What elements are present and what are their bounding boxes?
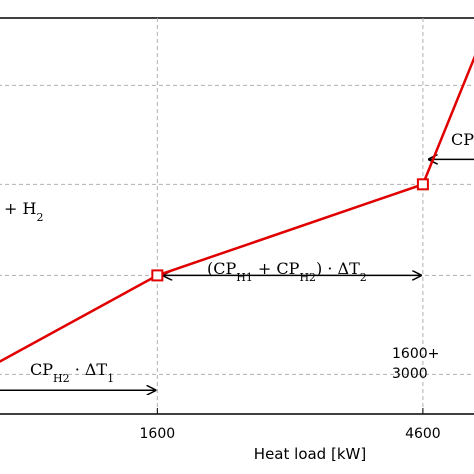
- annotation-cp-right: CP: [451, 130, 474, 149]
- x-tick-label-0: 1600: [140, 426, 176, 442]
- annotation-cp1-main: CP: [30, 360, 53, 379]
- annotation-cp2-submid: H2: [299, 271, 316, 284]
- plot-frame: [0, 17, 474, 415]
- annotation-h2-main: + H: [4, 199, 36, 218]
- arrows: [0, 159, 474, 390]
- annotation-cp-sum-dt2: (CPH1 + CPH2) · ΔT2: [207, 259, 367, 284]
- annotation-h2-sub: 2: [36, 211, 43, 224]
- annotation-cp1-sub: H2: [53, 372, 70, 385]
- series-line: [0, 55, 474, 363]
- series-marker-0: [151, 269, 164, 282]
- annotation-cp2-main: (CP: [207, 259, 236, 278]
- annotation-cp2-mid: + CP: [253, 259, 300, 278]
- annotation-cp1-sub2: 1: [107, 372, 114, 385]
- ticks: 1600 4600: [140, 408, 441, 442]
- annotation-cp-h2-dt1: CPH2 · ΔT1: [30, 360, 114, 385]
- annotation-h2: + H2: [4, 199, 43, 224]
- annotation-cp2-sub: H1: [236, 271, 253, 284]
- annotation-cp2-sub2: 2: [360, 271, 367, 284]
- annotation-cp1-after: · ΔT: [70, 360, 108, 379]
- annotation-1600plus: 1600+: [392, 346, 439, 362]
- series-layer: [0, 55, 474, 363]
- annotation-cp2-after: ) · ΔT: [316, 259, 360, 278]
- annotation-3000: 3000: [392, 366, 428, 382]
- series-marker-1: [416, 178, 429, 191]
- x-axis-label: Heat load [kW]: [254, 445, 366, 463]
- x-tick-label-1: 4600: [405, 426, 441, 442]
